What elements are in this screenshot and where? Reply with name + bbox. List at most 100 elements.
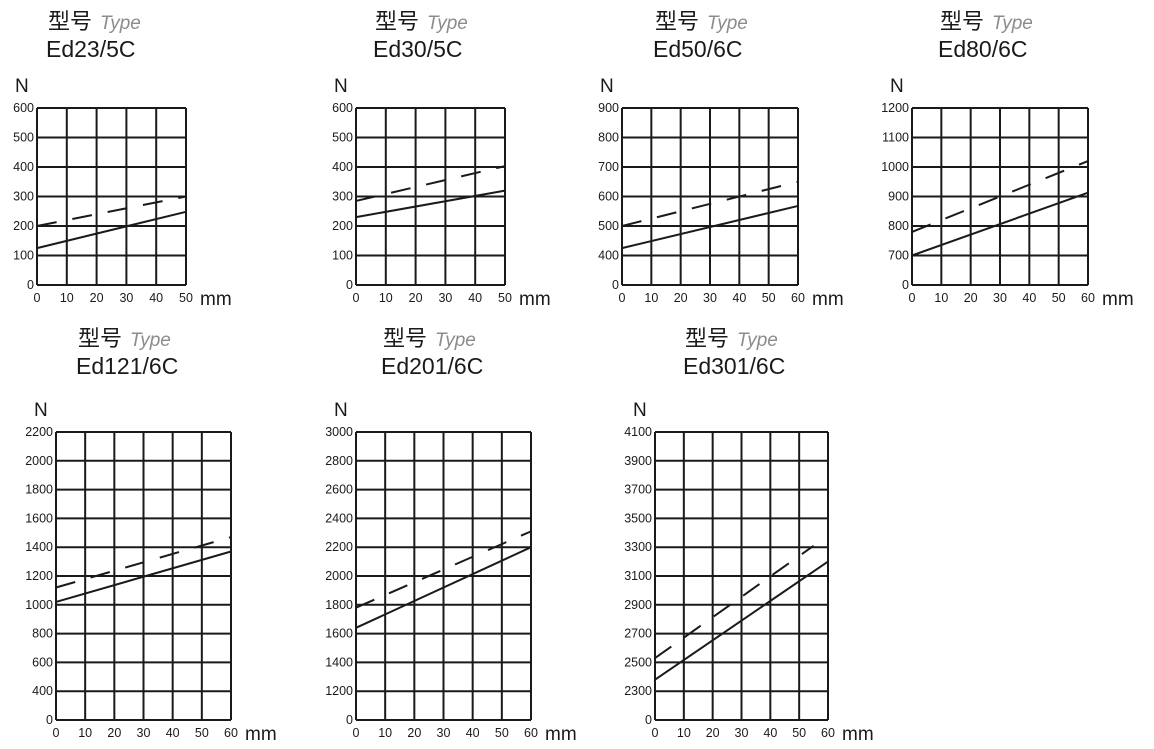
x-tick-label: 50 [1052, 291, 1066, 305]
y-tick-label: 0 [902, 278, 909, 292]
solid-force-line [355, 189, 506, 219]
y-tick-label: 2600 [325, 483, 353, 497]
y-tick-label: 3300 [624, 540, 652, 554]
model-label: Ed121/6C [76, 353, 178, 379]
y-tick-label: 800 [598, 131, 619, 145]
model-label: Ed301/6C [683, 353, 785, 379]
x-tick-label: 10 [934, 291, 948, 305]
x-tick-label: 40 [732, 291, 746, 305]
y-tick-label: 1000 [25, 598, 53, 612]
y-tick-label: 2000 [25, 454, 53, 468]
y-tick-label: 500 [332, 131, 353, 145]
x-tick-label: 30 [437, 726, 451, 740]
x-tick-label: 20 [674, 291, 688, 305]
model-label: Ed80/6C [938, 36, 1028, 62]
x-tick-label: 10 [644, 291, 658, 305]
x-tick-label: 30 [993, 291, 1007, 305]
y-unit-label: N [633, 400, 647, 421]
model-label: Ed23/5C [46, 36, 136, 62]
y-tick-label: 600 [13, 101, 34, 115]
x-tick-label: 20 [90, 291, 104, 305]
x-tick-label: 50 [498, 291, 512, 305]
y-tick-label: 2800 [325, 454, 353, 468]
x-tick-label: 50 [762, 291, 776, 305]
x-unit-label: mm [545, 724, 577, 745]
dashed-force-line [355, 165, 506, 202]
x-tick-label: 40 [468, 291, 482, 305]
solid-force-line [911, 191, 1089, 257]
y-tick-label: 0 [612, 278, 619, 292]
y-unit-label: N [334, 400, 348, 421]
y-unit-label: N [600, 76, 614, 97]
solid-force-line [55, 550, 232, 603]
y-tick-label: 0 [27, 278, 34, 292]
x-unit-label: mm [245, 724, 277, 745]
y-tick-label: 0 [346, 713, 353, 727]
y-tick-label: 2700 [624, 627, 652, 641]
x-tick-label: 60 [791, 291, 805, 305]
y-tick-label: 600 [32, 655, 53, 669]
x-unit-label: mm [519, 289, 551, 310]
y-tick-label: 3900 [624, 454, 652, 468]
x-tick-label: 40 [763, 726, 777, 740]
y-tick-label: 400 [598, 249, 619, 263]
x-tick-label: 20 [407, 726, 421, 740]
x-tick-label: 20 [706, 726, 720, 740]
y-tick-label: 0 [46, 713, 53, 727]
y-tick-label: 2000 [325, 569, 353, 583]
x-tick-label: 40 [166, 726, 180, 740]
y-tick-label: 700 [598, 160, 619, 174]
y-tick-label: 400 [32, 684, 53, 698]
x-tick-label: 10 [78, 726, 92, 740]
y-unit-label: N [890, 76, 904, 97]
y-tick-label: 900 [888, 190, 909, 204]
y-tick-label: 3000 [325, 425, 353, 439]
y-unit-label: N [334, 76, 348, 97]
y-tick-label: 3500 [624, 511, 652, 525]
dashed-force-line [355, 530, 532, 609]
y-tick-label: 1200 [881, 101, 909, 115]
x-unit-label: mm [200, 289, 232, 310]
x-tick-label: 0 [353, 726, 360, 740]
chart-title-english: Type [427, 13, 468, 34]
x-unit-label: mm [1102, 289, 1134, 310]
y-unit-label: N [15, 76, 29, 97]
x-tick-label: 50 [179, 291, 193, 305]
x-tick-label: 20 [107, 726, 121, 740]
x-tick-label: 40 [1022, 291, 1036, 305]
chart-title-english: Type [737, 330, 778, 351]
y-tick-label: 700 [888, 249, 909, 263]
y-tick-label: 3700 [624, 483, 652, 497]
dashed-force-line [911, 160, 1089, 233]
dashed-force-line [654, 544, 815, 659]
model-label: Ed50/6C [653, 36, 743, 62]
chart-title: 型号 Type [685, 326, 778, 351]
y-tick-label: 1000 [881, 160, 909, 174]
x-tick-label: 0 [34, 291, 41, 305]
y-tick-label: 500 [598, 219, 619, 233]
x-tick-label: 50 [195, 726, 209, 740]
x-tick-label: 0 [619, 291, 626, 305]
y-tick-label: 2200 [325, 540, 353, 554]
solid-force-line [355, 546, 532, 629]
y-tick-label: 800 [32, 627, 53, 641]
y-tick-label: 1100 [882, 131, 909, 145]
x-tick-label: 60 [524, 726, 538, 740]
y-tick-label: 200 [13, 219, 34, 233]
chart-title-english: Type [130, 330, 171, 351]
y-tick-label: 3100 [624, 569, 652, 583]
chart-title-english: Type [435, 330, 476, 351]
y-tick-label: 900 [598, 101, 619, 115]
x-tick-label: 10 [60, 291, 74, 305]
solid-force-line [654, 560, 829, 681]
x-tick-label: 20 [964, 291, 978, 305]
y-tick-label: 2400 [325, 511, 353, 525]
y-tick-label: 2300 [624, 684, 652, 698]
y-tick-label: 2500 [624, 655, 652, 669]
y-tick-label: 300 [332, 190, 353, 204]
x-tick-label: 10 [677, 726, 691, 740]
x-unit-label: mm [842, 724, 874, 745]
chart-title-english: Type [992, 13, 1033, 34]
